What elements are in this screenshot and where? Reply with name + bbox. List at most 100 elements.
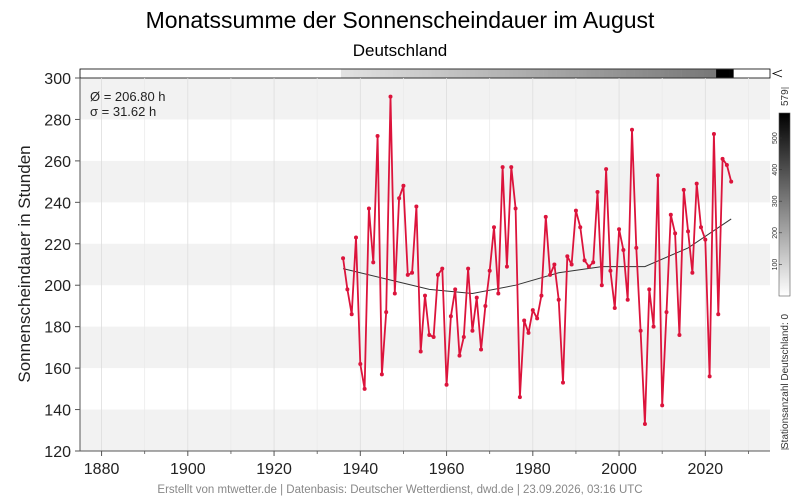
- data-point: [625, 297, 630, 302]
- data-point: [362, 386, 367, 391]
- band-stripe: [80, 326, 770, 369]
- station-band-cell: [392, 69, 398, 78]
- data-point: [384, 310, 389, 315]
- colorbar-ticks: 100 200 300 400 500: [772, 132, 782, 270]
- station-band-cell: [388, 69, 393, 78]
- data-point: [699, 225, 703, 230]
- data-point: [379, 372, 384, 377]
- station-band-cell: [685, 69, 691, 78]
- colorbar-gradient: [778, 112, 791, 297]
- station-band-cell: [703, 69, 708, 78]
- data-point: [504, 264, 509, 269]
- station-band-cell: [522, 69, 527, 78]
- data-point: [548, 272, 553, 277]
- data-point: [345, 287, 350, 292]
- y-tick-label: 180: [44, 320, 71, 337]
- station-band-cell: [729, 69, 734, 78]
- stats-sigma: σ = 31.62 h: [90, 104, 156, 119]
- data-point: [479, 347, 484, 352]
- data-point: [720, 156, 725, 161]
- station-band-cell: [651, 69, 657, 78]
- grid: [101, 78, 749, 451]
- data-point: [466, 266, 471, 271]
- data-point: [677, 332, 682, 337]
- data-point: [582, 258, 587, 263]
- station-band-cell: [353, 69, 359, 78]
- data-point: [431, 335, 436, 340]
- station-band-cell: [642, 69, 648, 78]
- y-axis-title: Sonnenscheindauer in Stunden: [15, 145, 34, 382]
- station-band-cell: [608, 69, 613, 78]
- data-point: [543, 214, 548, 219]
- colorbar: 100 200 300 400 500 Stationsanzahl Deutschla…: [772, 87, 791, 450]
- data-point: [349, 312, 354, 317]
- data-point: [474, 295, 479, 300]
- station-band-cell: [668, 69, 674, 78]
- data-point: [388, 94, 393, 99]
- data-point: [444, 382, 449, 387]
- station-band-cell: [582, 69, 588, 78]
- station-band-cell: [513, 69, 519, 78]
- data-point: [457, 353, 462, 358]
- data-point: [573, 208, 578, 213]
- x-tick-label: 1880: [84, 461, 120, 478]
- station-band-cell: [638, 69, 644, 78]
- x-tick-label: 1940: [343, 461, 379, 478]
- colorbar-tick-label: 300: [772, 195, 779, 207]
- station-band-cell: [491, 69, 497, 78]
- data-point: [608, 268, 613, 273]
- data-point: [703, 237, 708, 242]
- station-band-cell: [552, 69, 557, 78]
- data-point: [341, 256, 346, 261]
- footer-credits: Erstellt von mtwetter.de | Datenbasis: D…: [157, 484, 642, 496]
- data-point: [621, 247, 626, 252]
- data-point: [453, 287, 458, 292]
- data-point: [526, 330, 531, 335]
- station-band-cell: [422, 69, 428, 78]
- station-band-cell: [431, 69, 437, 78]
- station-band-cell: [526, 69, 531, 78]
- series-layer: [341, 94, 734, 427]
- station-band-cell: [664, 69, 669, 78]
- data-point: [530, 308, 535, 313]
- station-band-cell: [672, 69, 678, 78]
- data-point: [586, 264, 591, 269]
- station-band-cell: [358, 69, 363, 78]
- data-point: [595, 189, 600, 194]
- data-point: [487, 268, 492, 273]
- data-point: [535, 316, 540, 321]
- station-band-cell: [465, 69, 471, 78]
- data-point: [655, 173, 660, 178]
- station-band-cell: [345, 69, 350, 78]
- station-band-cell: [517, 69, 523, 78]
- station-band-cell: [694, 69, 700, 78]
- station-band-cell: [612, 69, 618, 78]
- data-point: [461, 335, 466, 340]
- band-stripe: [80, 160, 770, 203]
- y-tick-label: 260: [44, 154, 71, 171]
- station-band-cell: [409, 69, 415, 78]
- station-band-cell: [586, 69, 592, 78]
- colorbar-tick-label: 100: [772, 259, 779, 271]
- data-point: [599, 283, 604, 288]
- station-band-cell: [427, 69, 432, 78]
- band-stripe: [80, 409, 770, 451]
- data-point: [410, 270, 415, 275]
- station-band-cell: [444, 69, 450, 78]
- station-band-cell: [647, 69, 652, 78]
- station-band-cell: [543, 69, 549, 78]
- x-tick-label: 1900: [170, 461, 206, 478]
- station-band-cell: [435, 69, 441, 78]
- station-band-cell: [634, 69, 639, 78]
- y-tick-label: 140: [44, 403, 71, 420]
- data-point: [414, 204, 419, 209]
- y-tick-label: 280: [44, 112, 71, 129]
- station-band-cell: [711, 69, 717, 78]
- data-point: [638, 328, 643, 333]
- station-band-cell: [690, 69, 695, 78]
- data-point: [660, 403, 665, 408]
- station-band-cell: [629, 69, 635, 78]
- station-band-cell: [724, 69, 730, 78]
- data-point: [556, 297, 561, 302]
- colorbar-label: Stationsanzahl Deutschland: 0: [780, 313, 791, 449]
